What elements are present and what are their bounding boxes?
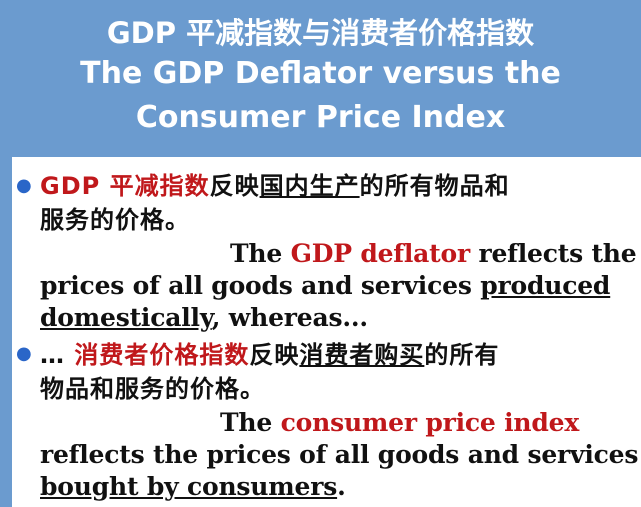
bullet1-en-line2: prices of all goods and services produce… xyxy=(40,271,611,300)
bullet2-en-line1: The consumer price index xyxy=(220,408,580,437)
gdp-deflator-zh-term: GDP 平减指数 xyxy=(40,172,210,200)
bullet2-zh-line2: 物品和服务的价格。 xyxy=(40,375,265,403)
domestic-production-zh: 国内生产 xyxy=(259,172,360,200)
bullet2-zh-line1: … 消费者价格指数反映消费者购买的所有 xyxy=(40,341,500,369)
title-english-line-1: The GDP Deflator versus the xyxy=(80,56,561,91)
bullet1-zh-line2: 服务的价格。 xyxy=(40,206,190,234)
consumer-purchase-zh: 消费者购买 xyxy=(299,341,425,369)
title-chinese: GDP 平减指数与消费者价格指数 xyxy=(106,16,535,50)
produced-underlined: produced xyxy=(480,271,611,300)
title-area: GDP 平减指数与消费者价格指数 The GDP Deflator versus… xyxy=(0,0,641,150)
bullet1-en-line3: domestically, whereas... xyxy=(40,303,368,332)
title-english-line-2: Consumer Price Index xyxy=(135,100,506,135)
bullet2-en-line2: reflects the prices of all goods and ser… xyxy=(40,440,639,469)
bullet1-en-line1: The GDP deflator reflects the xyxy=(230,239,637,268)
content-box: ● GDP 平减指数反映国内生产的所有物品和 服务的价格。 The GDP de… xyxy=(12,157,641,507)
domestically-underlined: domestically xyxy=(40,303,212,332)
bullet-dot-icon: ● xyxy=(16,343,32,364)
bullet2-en-line3: bought by consumers. xyxy=(40,472,346,501)
cpi-zh-term: 消费者价格指数 xyxy=(74,341,250,369)
cpi-en-term: consumer price index xyxy=(280,408,580,437)
bullet-dot-icon: ● xyxy=(16,175,32,196)
bullet1-zh-line1: GDP 平减指数反映国内生产的所有物品和 xyxy=(40,172,510,200)
bought-by-consumers-underlined: bought by consumers xyxy=(40,472,338,501)
gdp-deflator-en-term: GDP deflator xyxy=(290,239,471,268)
